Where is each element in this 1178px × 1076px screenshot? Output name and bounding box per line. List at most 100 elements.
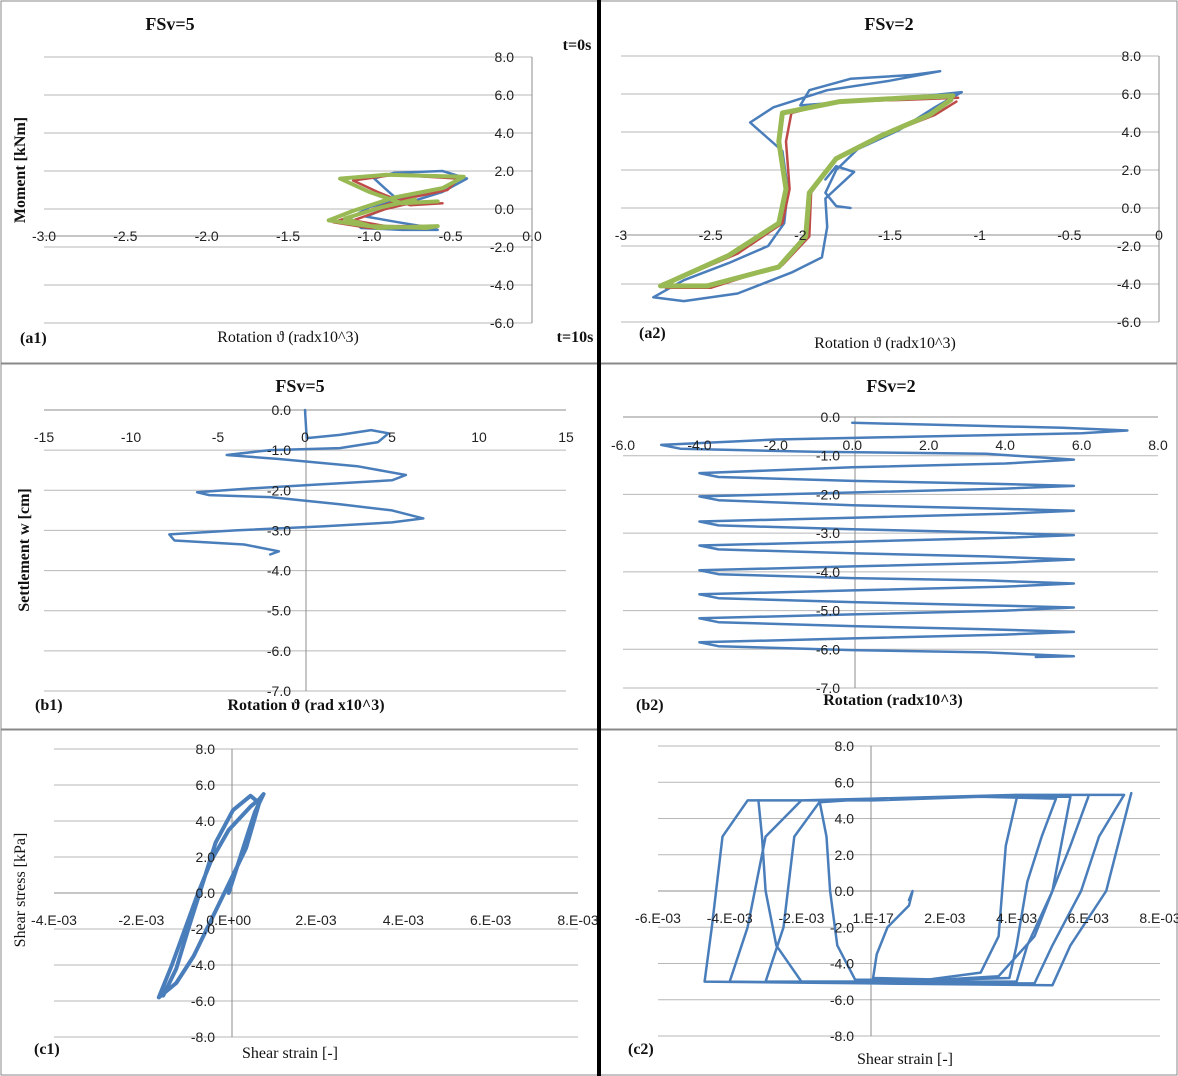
- x-tick-label: -5: [212, 429, 225, 445]
- x-tick-label: -3.0: [32, 228, 56, 244]
- x-tick-label: 2.E-03: [924, 910, 965, 926]
- x-tick-label: 0.0: [522, 228, 542, 244]
- x-tick-label: 8.0: [1148, 437, 1168, 453]
- panel-border-4: [0, 729, 600, 1076]
- x-tick-label: -0.5: [1057, 227, 1081, 243]
- x-tick-label: -2: [794, 227, 807, 243]
- y-tick-label: -6.0: [816, 641, 840, 657]
- x-tick-label: -15: [34, 429, 54, 445]
- chart-panel-a2: -3 -2.5 -2 -1.5 -1 -0.5 0 -6.0 -4.0 -2.0 0.0 2.0 4.0…: [615, 14, 1163, 352]
- chart-panel-a1: -3.0 -2.5 -2.0 -1.5 -1.0 -0.5 0.0 -6.0 -4.0 -2.0 0…: [12, 14, 593, 347]
- x-tick-label: 5: [388, 429, 396, 445]
- panel-border-2: [0, 363, 600, 730]
- x-axis-label: Shear strain [-]: [242, 1045, 338, 1062]
- chart-panel-b1: -15 -10 -5 0 5 10 15 -7.0 -6.0 -5.0 -4.0 -3.0 -2.0 -1…: [16, 376, 574, 714]
- x-tick-label: 0.0: [843, 437, 863, 453]
- x-tick-label: -1.0: [357, 228, 381, 244]
- x-tick-label: 15: [558, 429, 574, 445]
- panel-label: (a1): [20, 330, 47, 347]
- series-line-2: [658, 93, 956, 289]
- y-tick-label: -2.0: [490, 239, 514, 255]
- y-axis-label: Settlement w [cm]: [16, 488, 33, 612]
- y-tick-label: -3.0: [267, 522, 291, 538]
- x-tick-label: 2.E-03: [295, 912, 336, 928]
- y-tick-label: -1.0: [816, 448, 840, 464]
- x-tick-label: -6.E-03: [635, 910, 681, 926]
- y-tick-label: 6.0: [196, 777, 216, 793]
- x-tick-label: 6.E-03: [1068, 910, 1109, 926]
- y-tick-label: -7.0: [816, 680, 840, 696]
- y-tick-label: 8.0: [196, 741, 216, 757]
- x-tick-label: 4.E-03: [383, 912, 424, 928]
- y-tick-label: 0.0: [1122, 200, 1142, 216]
- x-tick-label: 4.0: [995, 437, 1015, 453]
- y-tick-label: -2.0: [830, 919, 854, 935]
- y-tick-label: -6.0: [1117, 314, 1141, 330]
- y-tick-label: 8.0: [495, 49, 515, 65]
- x-tick-label: -2.5: [699, 227, 723, 243]
- x-tick-label: -1.5: [276, 228, 300, 244]
- y-tick-label: 2.0: [835, 847, 855, 863]
- x-tick-label: -1: [973, 227, 986, 243]
- chart-panel-b2: -6.0 -4.0 -2.0 0.0 2.0 4.0 6.0 8.0 -7.0 -6.0 -5.0 -…: [611, 376, 1168, 714]
- y-tick-label: 6.0: [1122, 86, 1142, 102]
- y-tick-label: -6.0: [830, 992, 854, 1008]
- x-tick-label: -4.0: [687, 437, 711, 453]
- y-tick-label: -1.0: [267, 442, 291, 458]
- x-tick-label: 1.E-17: [853, 910, 894, 926]
- y-tick-label: -7.0: [267, 683, 291, 699]
- x-tick-label: -2.5: [113, 228, 137, 244]
- series-line-0: [703, 791, 1133, 987]
- panel-label: (c1): [34, 1041, 60, 1058]
- y-tick-label: -5.0: [816, 603, 840, 619]
- x-tick-label: -2.0: [764, 437, 788, 453]
- y-tick-label: 2.0: [495, 163, 515, 179]
- y-tick-label: -6.0: [191, 993, 215, 1009]
- chart-title: FSv=2: [866, 376, 915, 396]
- y-tick-label: 0.0: [272, 402, 292, 418]
- chart-title: FSv=2: [864, 14, 913, 34]
- y-tick-label: -4.0: [191, 957, 215, 973]
- y-tick-label: 0.0: [495, 201, 515, 217]
- y-axis-label: Moment [kNm]: [12, 117, 29, 223]
- y-tick-label: -2.0: [267, 482, 291, 498]
- y-tick-label: -4.0: [267, 563, 291, 579]
- x-tick-label: -4.E-03: [707, 910, 753, 926]
- y-tick-label: 4.0: [196, 813, 216, 829]
- y-tick-label: -3.0: [816, 525, 840, 541]
- y-tick-label: 6.0: [835, 774, 855, 790]
- y-axis-label: Shear stress [kPa]: [12, 833, 29, 948]
- x-tick-label: 6.E-03: [470, 912, 511, 928]
- x-tick-label: 0: [301, 429, 309, 445]
- panel-label: (b2): [636, 697, 664, 714]
- x-tick-label: -6.0: [611, 437, 635, 453]
- x-tick-label: -10: [121, 429, 141, 445]
- y-tick-label: 0.0: [196, 885, 216, 901]
- annotation-bottom: t=10s: [557, 329, 594, 346]
- panel-border-3: [599, 363, 1178, 730]
- y-tick-label: -4.0: [490, 277, 514, 293]
- y-tick-label: 4.0: [1122, 124, 1142, 140]
- x-tick-label: 2.0: [919, 437, 939, 453]
- y-tick-label: 0.0: [821, 409, 841, 425]
- x-axis-label: Rotation ϑ (rad x10^3): [227, 697, 384, 714]
- series-line-0: [168, 408, 425, 556]
- chart-panel-c2: -6.E-03 -4.E-03 -2.E-03 1.E-17 2.E-03 4.E-03 6…: [628, 738, 1178, 1068]
- y-tick-label: 2.0: [196, 849, 216, 865]
- x-tick-label: -0.5: [439, 228, 463, 244]
- x-axis-label: Rotation ϑ (radx10^3): [217, 329, 359, 346]
- x-tick-label: 4.E-03: [996, 910, 1037, 926]
- y-tick-label: -4.0: [1117, 276, 1141, 292]
- x-axis-label: Rotation (radx10^3): [823, 692, 963, 709]
- y-tick-label: 8.0: [835, 738, 855, 754]
- x-tick-label: -4.E-03: [31, 912, 77, 928]
- y-tick-label: -6.0: [490, 315, 514, 331]
- x-tick-label: 8.E-03: [557, 912, 598, 928]
- series-line-0: [652, 69, 963, 303]
- x-axis-label: Rotation ϑ (radx10^3): [814, 335, 956, 352]
- y-tick-label: 0.0: [835, 883, 855, 899]
- x-tick-label: 0.E+00: [206, 912, 251, 928]
- x-tick-label: -2.E-03: [778, 910, 824, 926]
- x-tick-label: -2.0: [195, 228, 219, 244]
- series-line-0: [156, 792, 266, 1000]
